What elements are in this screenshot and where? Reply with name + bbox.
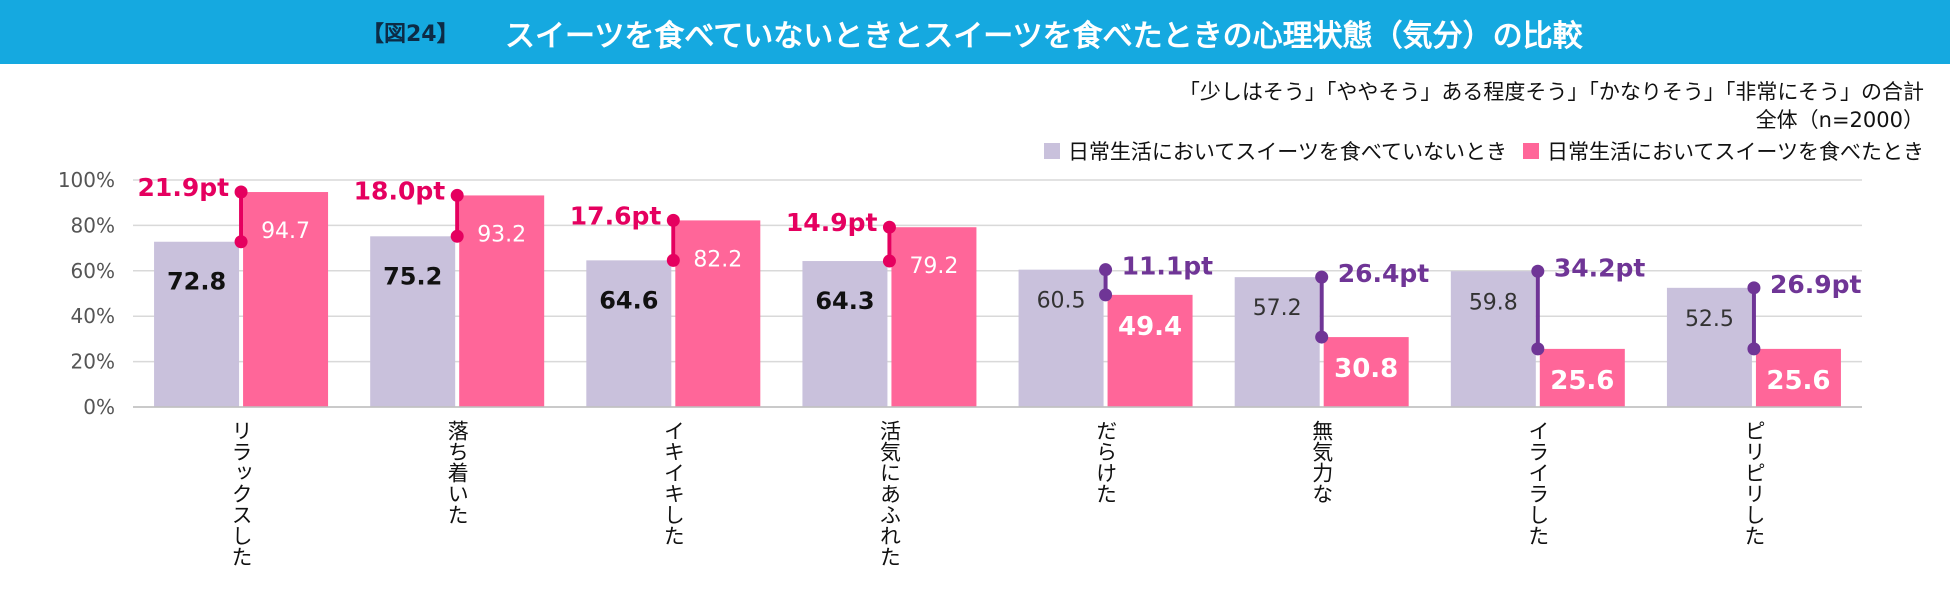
bar-eaten xyxy=(1107,294,1193,407)
y-tick-label: 40% xyxy=(71,304,115,328)
difference-marker-top xyxy=(234,185,248,199)
value-label-not-eaten: 64.3 xyxy=(815,287,874,315)
value-label-eaten: 82.2 xyxy=(693,247,742,272)
bar-not-eaten xyxy=(1450,271,1536,407)
bar-eaten xyxy=(243,192,329,407)
legend-item-not-eaten: 日常生活においてスイーツを食べていないとき xyxy=(1043,136,1508,166)
value-label-not-eaten: 75.2 xyxy=(383,262,442,290)
difference-marker-bottom xyxy=(1099,288,1113,302)
bar-eaten xyxy=(891,227,977,407)
difference-label: 18.0pt xyxy=(354,176,446,205)
y-tick-label: 20% xyxy=(71,350,115,374)
bar-eaten xyxy=(1755,348,1841,407)
difference-marker-bottom xyxy=(666,253,680,267)
value-label-not-eaten: 64.6 xyxy=(599,286,658,314)
note-definition: 「少しはそう」「ややそう」ある程度そう」「かなりそう」「非常にそう」の合計 xyxy=(1178,80,1924,104)
legend-swatch-eaten xyxy=(1523,143,1540,159)
difference-marker-bottom xyxy=(234,235,248,249)
difference-marker-bottom xyxy=(450,229,464,243)
figure-label: 【図24】 xyxy=(362,22,459,47)
bar-eaten xyxy=(1539,348,1625,407)
bar-not-eaten xyxy=(154,241,240,407)
category-label: イライラした xyxy=(1526,420,1550,546)
value-label-eaten: 49.4 xyxy=(1118,312,1182,342)
value-label-not-eaten: 60.5 xyxy=(1037,289,1086,314)
bar-eaten xyxy=(675,220,761,407)
bar-not-eaten xyxy=(586,260,672,407)
category-label: ピリピリした xyxy=(1742,420,1766,546)
difference-marker-top xyxy=(450,188,464,202)
legend-label-eaten: 日常生活においてスイーツを食べたとき xyxy=(1547,140,1924,164)
difference-label: 26.9pt xyxy=(1770,270,1862,299)
difference-label: 21.9pt xyxy=(138,173,230,202)
difference-marker-top xyxy=(1531,264,1545,278)
value-label-eaten: 25.6 xyxy=(1766,366,1830,396)
category-label: 活気にあふれた xyxy=(877,420,901,567)
difference-label: 14.9pt xyxy=(786,208,878,237)
difference-label: 11.1pt xyxy=(1122,252,1214,281)
value-label-eaten: 94.7 xyxy=(261,219,310,244)
chart-title: スイーツを食べていないときとスイーツを食べたときの心理状態（気分）の比較 xyxy=(505,19,1583,54)
difference-marker-bottom xyxy=(1315,330,1329,344)
difference-marker-top xyxy=(1747,281,1761,295)
bar-eaten xyxy=(1323,337,1409,407)
y-tick-label: 100% xyxy=(58,168,115,192)
y-tick-label: 0% xyxy=(83,395,115,419)
title-bar: 【図24】 スイーツを食べていないときとスイーツを食べたときの心理状態（気分）の… xyxy=(0,0,1950,64)
category-label: リラックスした xyxy=(229,420,253,567)
difference-marker-bottom xyxy=(1531,342,1545,356)
value-label-eaten: 30.8 xyxy=(1334,354,1398,384)
y-tick-label: 60% xyxy=(71,259,115,283)
bar-eaten xyxy=(459,195,545,407)
y-tick-label: 80% xyxy=(71,213,115,237)
difference-marker-top xyxy=(882,220,896,234)
legend-item-eaten: 日常生活においてスイーツを食べたとき xyxy=(1523,136,1924,166)
value-label-not-eaten: 52.5 xyxy=(1685,307,1734,332)
value-label-eaten: 25.6 xyxy=(1550,366,1614,396)
difference-label: 34.2pt xyxy=(1554,253,1646,282)
value-label-not-eaten: 57.2 xyxy=(1253,296,1302,321)
category-label: だらけた xyxy=(1094,420,1118,504)
value-label-eaten: 79.2 xyxy=(909,254,958,279)
category-label: イキイキした xyxy=(661,420,685,546)
bar-not-eaten xyxy=(1234,277,1320,407)
difference-label: 17.6pt xyxy=(570,201,662,230)
legend: 日常生活においてスイーツを食べていないとき 日常生活においてスイーツを食べたとき xyxy=(1043,136,1924,166)
bar-not-eaten xyxy=(1666,287,1752,407)
legend-label-not-eaten: 日常生活においてスイーツを食べていないとき xyxy=(1067,140,1508,164)
bar-not-eaten xyxy=(802,261,888,407)
difference-marker-bottom xyxy=(1747,342,1761,356)
value-label-eaten: 93.2 xyxy=(477,222,526,247)
difference-marker-bottom xyxy=(882,254,896,268)
difference-marker-top xyxy=(1315,270,1329,284)
bar-not-eaten xyxy=(370,236,456,407)
note-sample-size: 全体（n=2000） xyxy=(1755,108,1924,132)
value-label-not-eaten: 72.8 xyxy=(167,268,226,296)
value-label-not-eaten: 59.8 xyxy=(1469,290,1518,315)
legend-swatch-not-eaten xyxy=(1043,143,1060,159)
category-label: 落ち着いた xyxy=(445,420,469,525)
category-label: 無気力な xyxy=(1310,420,1334,504)
difference-marker-top xyxy=(1099,263,1113,277)
difference-label: 26.4pt xyxy=(1338,259,1430,288)
difference-marker-top xyxy=(666,213,680,227)
bar-not-eaten xyxy=(1018,269,1104,407)
